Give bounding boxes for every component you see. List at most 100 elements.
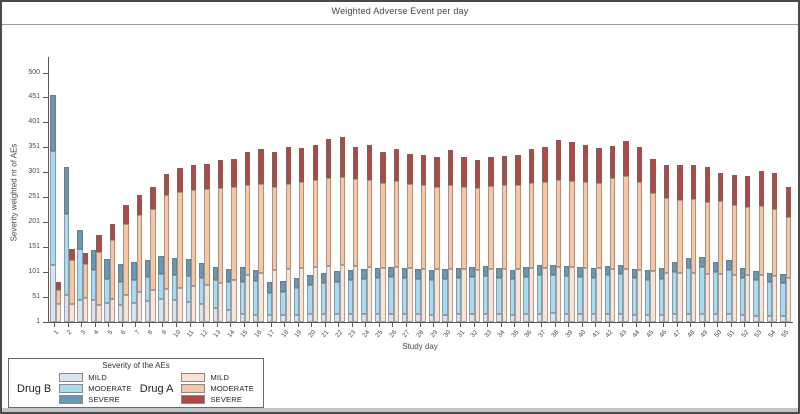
segment-mild <box>393 266 400 322</box>
segment-mild <box>285 268 291 322</box>
x-tick-mark <box>622 323 624 327</box>
bar-group-day-1 <box>49 95 63 322</box>
segment-severe <box>447 150 454 185</box>
segment-moderate <box>144 276 151 301</box>
bar-drug-a-day-12 <box>204 163 210 322</box>
segment-mild <box>731 274 737 322</box>
bar-group-day-25 <box>373 152 387 322</box>
segment-moderate <box>334 281 340 314</box>
segment-severe <box>136 195 143 215</box>
segment-moderate <box>631 277 637 315</box>
segment-severe <box>217 160 224 188</box>
x-tick-mark <box>500 323 502 327</box>
x-tick-mark <box>676 323 678 327</box>
legend-entry-moderate: MODERATE <box>181 383 254 394</box>
bar-drug-a-day-34 <box>501 156 508 322</box>
segment-mild <box>185 301 191 322</box>
bar-group-day-39 <box>563 142 577 322</box>
segment-mild <box>204 284 210 322</box>
x-tick-mark <box>392 323 394 327</box>
segment-mild <box>442 314 448 322</box>
segment-mild <box>347 313 354 322</box>
bar-drug-a-day-18 <box>285 147 291 322</box>
bar-group-day-28 <box>414 155 428 322</box>
bar-drug-b-day-24 <box>361 268 367 322</box>
segment-severe <box>50 95 56 151</box>
segment-moderate <box>623 175 629 269</box>
segment-severe <box>496 267 502 278</box>
bar-drug-b-day-14 <box>226 268 232 322</box>
segment-moderate <box>177 191 183 288</box>
segment-moderate <box>244 185 251 275</box>
x-tick-mark <box>189 323 191 327</box>
segment-severe <box>488 157 494 186</box>
segment-moderate <box>501 185 508 269</box>
x-tick-mark <box>108 323 110 327</box>
bar-drug-b-day-2 <box>63 167 70 322</box>
bar-group-day-34 <box>495 156 509 322</box>
segment-moderate <box>69 260 75 304</box>
bar-drug-b-day-31 <box>455 267 462 322</box>
y-tick-mark <box>43 172 48 173</box>
legend-entry-mild: MILD <box>181 372 254 383</box>
segment-moderate <box>577 276 583 314</box>
segment-moderate <box>496 277 502 314</box>
segment-mild <box>239 313 245 322</box>
segment-severe <box>772 172 778 209</box>
bar-group-day-51 <box>725 174 739 322</box>
bar-group-day-15 <box>238 152 252 322</box>
segment-severe <box>515 155 521 185</box>
segment-severe <box>461 157 467 187</box>
segment-mild <box>563 313 570 322</box>
segment-severe <box>117 263 124 282</box>
bar-group-day-11 <box>184 165 198 322</box>
x-tick-mark <box>297 323 299 327</box>
bar-drug-a-day-29 <box>434 157 440 322</box>
bar-group-day-50 <box>711 172 725 322</box>
bar-group-day-29 <box>427 157 441 322</box>
y-tick-label: 151 <box>28 243 40 250</box>
y-tick-mark <box>43 197 48 198</box>
segment-moderate <box>447 184 454 269</box>
segment-mild <box>482 313 489 322</box>
legend-label: MILD <box>210 373 230 382</box>
x-tick-mark <box>608 323 610 327</box>
segment-severe <box>528 149 535 183</box>
segment-mild <box>226 310 232 322</box>
bar-drug-b-day-12 <box>199 262 205 322</box>
segment-moderate <box>401 277 408 314</box>
x-tick-mark <box>365 323 367 327</box>
segment-mild <box>55 304 62 322</box>
y-tick-mark <box>43 122 48 123</box>
segment-severe <box>420 155 427 185</box>
bar-drug-a-day-7 <box>136 195 143 322</box>
title-divider <box>2 24 798 25</box>
segment-moderate <box>353 178 359 266</box>
segment-moderate <box>469 276 475 314</box>
segment-mild <box>753 315 759 322</box>
bar-drug-b-day-29 <box>428 269 435 322</box>
bar-drug-b-day-40 <box>577 266 583 322</box>
bar-drug-a-day-33 <box>488 157 494 322</box>
segment-moderate <box>685 268 691 314</box>
segment-severe <box>636 147 643 182</box>
segment-moderate <box>442 278 448 315</box>
segment-severe <box>442 268 448 279</box>
segment-mild <box>96 305 102 322</box>
segment-moderate <box>347 280 354 314</box>
segment-severe <box>334 271 340 282</box>
bar-group-day-45 <box>644 159 658 322</box>
segment-moderate <box>482 275 489 314</box>
bar-drug-b-day-5 <box>104 258 110 322</box>
segment-moderate <box>393 180 400 267</box>
segment-moderate <box>339 176 345 265</box>
x-tick-mark <box>148 323 150 327</box>
segment-moderate <box>650 193 656 271</box>
bar-drug-a-day-46 <box>663 164 670 322</box>
bar-drug-a-day-16 <box>258 149 264 322</box>
segment-severe <box>266 282 272 293</box>
x-tick-mark <box>649 323 651 327</box>
y-tick-label: 500 <box>28 68 40 76</box>
segment-mild <box>758 274 764 322</box>
x-tick-mark <box>595 323 597 327</box>
